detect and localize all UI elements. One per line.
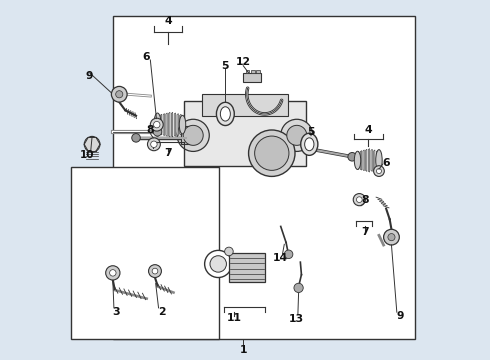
Circle shape xyxy=(294,283,303,293)
Polygon shape xyxy=(256,70,260,73)
Ellipse shape xyxy=(217,102,234,126)
Circle shape xyxy=(152,268,158,274)
Circle shape xyxy=(287,125,307,145)
Text: 12: 12 xyxy=(236,57,251,67)
Circle shape xyxy=(110,270,116,276)
Polygon shape xyxy=(376,150,378,170)
Text: 9: 9 xyxy=(396,311,404,321)
Polygon shape xyxy=(366,149,367,171)
Polygon shape xyxy=(180,114,181,135)
Ellipse shape xyxy=(154,113,161,136)
Circle shape xyxy=(376,168,381,174)
Text: 13: 13 xyxy=(289,314,304,324)
Polygon shape xyxy=(229,253,265,282)
Text: 6: 6 xyxy=(382,158,390,168)
Text: 8: 8 xyxy=(361,195,368,204)
Polygon shape xyxy=(177,113,178,136)
Circle shape xyxy=(205,250,232,278)
Circle shape xyxy=(111,86,127,102)
Circle shape xyxy=(348,153,356,161)
Text: 5: 5 xyxy=(307,127,315,137)
Circle shape xyxy=(210,256,226,272)
Text: 7: 7 xyxy=(164,148,172,158)
Polygon shape xyxy=(202,94,288,116)
Circle shape xyxy=(148,265,161,278)
Text: 14: 14 xyxy=(272,253,288,263)
Ellipse shape xyxy=(305,138,314,151)
Circle shape xyxy=(353,194,366,206)
Circle shape xyxy=(116,91,123,98)
Circle shape xyxy=(177,119,209,152)
Circle shape xyxy=(151,141,157,148)
Ellipse shape xyxy=(301,133,318,156)
Text: 7: 7 xyxy=(361,227,368,237)
Text: 9: 9 xyxy=(86,71,94,81)
Circle shape xyxy=(384,229,399,245)
Polygon shape xyxy=(360,150,362,170)
Polygon shape xyxy=(358,151,359,170)
Polygon shape xyxy=(368,149,369,172)
Polygon shape xyxy=(184,102,306,166)
Ellipse shape xyxy=(376,150,382,171)
Polygon shape xyxy=(169,112,170,137)
Text: 10: 10 xyxy=(80,150,95,160)
Circle shape xyxy=(356,197,362,203)
Text: 1: 1 xyxy=(240,345,247,355)
Text: 4: 4 xyxy=(164,16,172,26)
Circle shape xyxy=(255,136,289,170)
Text: 8: 8 xyxy=(147,125,154,135)
Polygon shape xyxy=(373,150,375,171)
Ellipse shape xyxy=(354,151,361,170)
Polygon shape xyxy=(371,149,372,171)
Circle shape xyxy=(183,125,203,145)
Polygon shape xyxy=(251,70,255,73)
Text: 11: 11 xyxy=(227,312,242,323)
Text: 6: 6 xyxy=(142,52,149,62)
Circle shape xyxy=(106,266,120,280)
Text: 4: 4 xyxy=(365,125,372,135)
Circle shape xyxy=(248,130,295,176)
Polygon shape xyxy=(245,70,249,73)
Text: 3: 3 xyxy=(112,307,120,317)
Polygon shape xyxy=(172,112,173,137)
Circle shape xyxy=(281,119,313,152)
Circle shape xyxy=(84,136,100,152)
Polygon shape xyxy=(243,73,261,82)
Text: 5: 5 xyxy=(221,61,229,71)
Bar xyxy=(71,167,220,339)
Ellipse shape xyxy=(220,107,230,121)
Polygon shape xyxy=(174,113,175,136)
Polygon shape xyxy=(160,114,162,135)
Ellipse shape xyxy=(179,115,186,134)
Polygon shape xyxy=(363,150,364,171)
Polygon shape xyxy=(157,115,159,134)
Circle shape xyxy=(147,138,160,151)
Text: 2: 2 xyxy=(158,307,166,317)
Circle shape xyxy=(153,127,162,136)
Polygon shape xyxy=(166,113,167,136)
Circle shape xyxy=(388,234,395,241)
Circle shape xyxy=(224,247,233,256)
Circle shape xyxy=(150,118,163,131)
Circle shape xyxy=(284,250,293,258)
Bar xyxy=(113,16,415,339)
Circle shape xyxy=(153,121,160,128)
Circle shape xyxy=(373,166,384,176)
Polygon shape xyxy=(163,113,165,136)
Polygon shape xyxy=(181,126,195,144)
Circle shape xyxy=(132,134,140,142)
